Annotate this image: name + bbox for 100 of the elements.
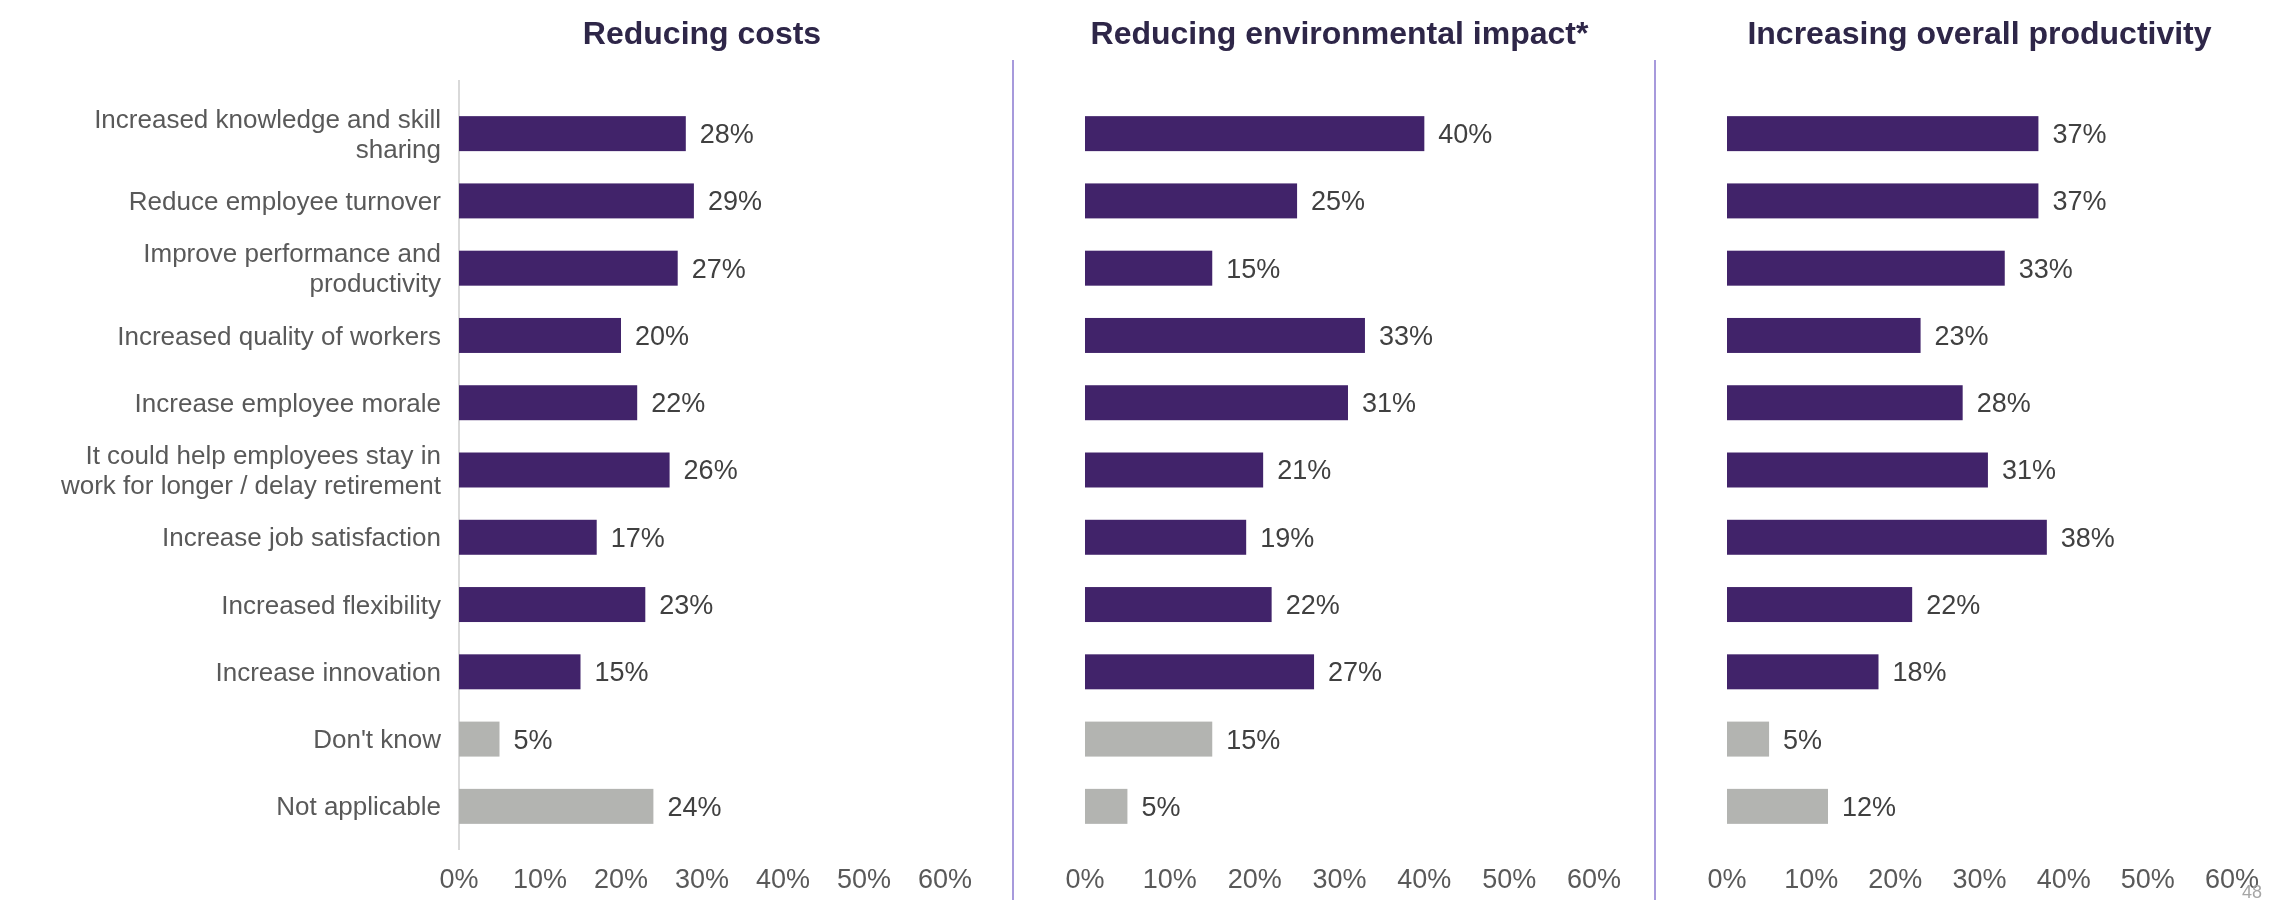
bar (1085, 385, 1348, 421)
data-label: 33% (2018, 253, 2073, 284)
data-label: 31% (1361, 388, 1417, 419)
data-label: 21% (1277, 455, 1332, 486)
y-tick-label: Not applicable (276, 791, 441, 822)
bar (459, 452, 670, 488)
chart-title: Reducing costs (582, 15, 822, 51)
data-label: 23% (659, 590, 714, 620)
data-label: 27% (691, 253, 746, 284)
y-tick-label: Reduce employee turnover (128, 186, 442, 217)
x-tick-label: 30% (1312, 864, 1367, 894)
x-tick-label: 20% (1227, 864, 1282, 894)
data-label: 20% (635, 320, 690, 351)
y-tick-label: Increased knowledge and skill sharing (94, 103, 441, 164)
x-tick-label: 0% (439, 864, 479, 894)
bar (1727, 654, 1879, 690)
y-tick-label: It could help employees stay in work for longer / delay retirement (59, 440, 442, 501)
bar (1085, 654, 1315, 690)
bar (1727, 721, 1770, 757)
bar (459, 317, 621, 353)
data-label: 24% (667, 791, 722, 822)
data-label: 15% (594, 657, 649, 688)
data-label: 28% (1976, 388, 2031, 419)
y-tick-label: Increase job satisfaction (162, 522, 441, 553)
bar (459, 116, 686, 152)
bar (1085, 250, 1213, 286)
data-label: 5% (1141, 791, 1181, 822)
y-tick-label: Don't know (313, 724, 442, 755)
bar (1085, 317, 1365, 353)
bar (1727, 385, 1963, 421)
bar (1727, 317, 1921, 353)
x-tick-label: 30% (674, 864, 730, 894)
data-label: 29% (707, 186, 762, 217)
bar (1085, 519, 1247, 555)
bar (1727, 452, 1988, 488)
x-tick-label: 10% (1784, 864, 1839, 894)
y-tick-label: Increase innovation (215, 656, 441, 687)
data-label: 33% (1378, 320, 1433, 351)
y-tick-label: Increase employee morale (134, 387, 441, 418)
bar (1727, 519, 2047, 555)
bar (1085, 788, 1128, 824)
bar (1085, 116, 1425, 152)
x-tick-label: 10% (1142, 864, 1197, 894)
bar (1727, 183, 2039, 219)
bar (1727, 250, 2005, 286)
chart-title: Increasing overall productivity (1747, 15, 2212, 51)
data-label: 38% (2060, 522, 2115, 553)
data-label: 5% (1783, 724, 1823, 755)
bar (459, 250, 678, 286)
data-label: 22% (651, 388, 706, 419)
x-tick-label: 20% (1868, 864, 1923, 894)
data-label: 22% (1285, 590, 1340, 620)
chart-title: Reducing environmental impact* (1090, 15, 1589, 51)
bar (459, 183, 694, 219)
bar (1727, 116, 2039, 152)
data-label: 40% (1438, 119, 1493, 150)
x-tick-label: 0% (1065, 864, 1105, 894)
data-label: 12% (1842, 791, 1897, 822)
bar (459, 654, 581, 690)
bar (1085, 452, 1264, 488)
bar (1085, 183, 1298, 219)
data-label: 25% (1311, 186, 1366, 217)
bar (1085, 721, 1213, 757)
x-tick-label: 50% (836, 864, 892, 894)
data-label: 18% (1892, 657, 1947, 688)
bar (459, 587, 646, 623)
x-tick-label: 60% (1566, 864, 1622, 894)
data-label: 27% (1328, 657, 1383, 688)
data-label: 37% (2052, 119, 2107, 150)
data-label: 17% (610, 522, 665, 553)
bar (1085, 587, 1272, 623)
data-label: 31% (2001, 455, 2056, 486)
x-tick-label: 0% (1707, 864, 1747, 894)
x-tick-label: 50% (2120, 864, 2175, 894)
bar (1727, 587, 1913, 623)
y-tick-label: Increased flexibility (221, 589, 441, 620)
data-label: 37% (2052, 186, 2107, 217)
data-label: 5% (513, 724, 553, 755)
x-tick-label: 30% (1952, 864, 2007, 894)
data-label: 28% (699, 119, 754, 150)
x-tick-label: 20% (593, 864, 649, 894)
bar (459, 721, 500, 757)
x-tick-label: 50% (1482, 864, 1537, 894)
data-label: 15% (1226, 253, 1281, 284)
x-tick-label: 40% (755, 864, 811, 894)
bar (459, 519, 597, 555)
data-label: 23% (1934, 320, 1989, 351)
bar (459, 788, 654, 824)
x-tick-label: 10% (512, 864, 568, 894)
x-tick-label: 40% (1397, 864, 1452, 894)
y-tick-label: Increased quality of workers (117, 320, 441, 351)
data-label: 22% (1926, 590, 1981, 620)
bar (1727, 788, 1828, 824)
x-tick-label: 60% (917, 864, 973, 894)
bar (459, 385, 638, 421)
data-label: 15% (1226, 724, 1281, 755)
x-tick-label: 40% (2036, 864, 2091, 894)
data-label: 26% (683, 455, 738, 486)
data-label: 19% (1260, 522, 1315, 553)
y-tick-label: Improve performance and productivity (143, 238, 441, 299)
